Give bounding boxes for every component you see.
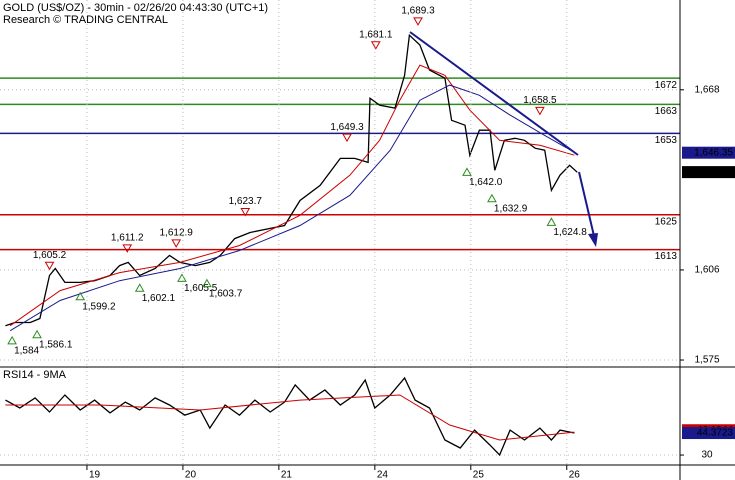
low-label: 1,586.1 — [39, 339, 73, 350]
series-line — [5, 376, 575, 457]
price-badge — [682, 146, 735, 159]
high-marker — [44, 261, 55, 271]
low-marker — [546, 217, 557, 226]
low-marker — [75, 291, 86, 301]
low-label: 1,602.1 — [142, 293, 176, 304]
price-badge — [682, 166, 735, 179]
level-label: 1625 — [655, 216, 678, 227]
x-tick-label: 24 — [377, 470, 389, 480]
high-label: 1,658.5 — [523, 95, 557, 106]
low-label: 1,603.7 — [209, 288, 243, 299]
x-tick-label: 20 — [185, 470, 197, 480]
forecast-arrow — [578, 171, 595, 237]
x-tick-label: 21 — [281, 470, 293, 480]
high-label: 1,689.3 — [401, 6, 435, 17]
price-badge-label: 44.3723 — [697, 428, 734, 439]
high-label: 1,623.7 — [229, 196, 263, 207]
y-tick-label: 1,606 — [694, 265, 719, 276]
high-marker — [171, 239, 182, 248]
level-label: 1653 — [655, 135, 678, 146]
high-marker — [370, 41, 381, 50]
price-badge-label: 1,639.67 — [694, 167, 733, 178]
trend-line — [409, 31, 579, 156]
high-label: 1,649.3 — [330, 122, 364, 133]
level-label: 1663 — [655, 106, 678, 117]
low-label: 1,605.5 — [184, 283, 218, 294]
series-line — [9, 64, 575, 327]
low-label: 1,632.9 — [494, 203, 528, 214]
low-label: 1,624.8 — [553, 227, 587, 238]
series-line — [9, 84, 575, 332]
low-marker — [32, 329, 42, 339]
x-tick-label: 26 — [569, 470, 581, 480]
low-marker — [487, 193, 497, 203]
arrow-head — [588, 233, 598, 247]
x-tick-label: 19 — [89, 470, 101, 480]
price-badge-label: 1,646.35 — [694, 147, 733, 158]
high-marker — [342, 133, 352, 143]
series-line — [5, 394, 575, 441]
low-marker — [462, 167, 472, 176]
high-marker — [413, 17, 423, 26]
level-label: 1613 — [655, 251, 678, 262]
level-label: 1672 — [655, 80, 678, 91]
high-label: 1,611.2 — [111, 232, 144, 243]
x-tick-label: 25 — [473, 470, 485, 480]
high-marker — [535, 106, 545, 116]
low-label: 1,584 — [14, 346, 39, 357]
y-tick-label: 30 — [701, 450, 713, 461]
price-badge — [682, 427, 735, 440]
high-label: 1,681.1 — [359, 29, 393, 40]
low-marker — [134, 283, 145, 292]
chart-subtitle: Research © TRADING CENTRAL — [3, 14, 168, 26]
low-marker — [202, 278, 212, 288]
chart-title: GOLD (US$/OZ) - 30min - 02/26/20 04:43:3… — [3, 2, 268, 14]
low-label: 1,642.0 — [469, 177, 503, 188]
high-label: 1,605.2 — [33, 250, 67, 261]
high-marker — [240, 208, 251, 217]
low-marker — [7, 335, 17, 345]
y-tick-label: 1,668 — [694, 84, 719, 95]
y-tick-label: 1,575 — [694, 355, 719, 366]
low-marker — [177, 273, 187, 282]
high-marker — [122, 244, 133, 253]
high-label: 1,612.9 — [160, 228, 194, 239]
panel-title: RSI14 - 9MA — [3, 369, 67, 381]
low-label: 1,599.2 — [82, 301, 116, 312]
